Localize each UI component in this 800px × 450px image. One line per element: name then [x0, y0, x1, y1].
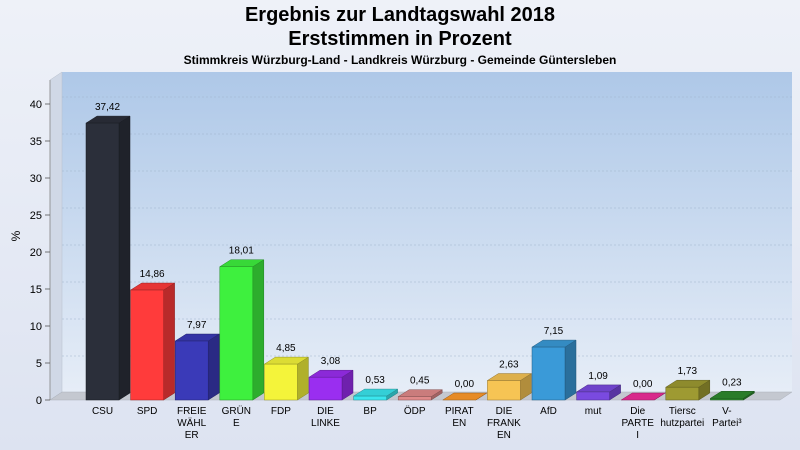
- y-tick-label: 5: [36, 358, 42, 370]
- x-tick-label: DIE: [317, 406, 334, 417]
- x-tick-label: EN: [497, 430, 511, 441]
- x-tick-label: WÄHL: [177, 417, 206, 429]
- x-tick-label: PIRAT: [445, 406, 474, 417]
- data-label: 4,85: [276, 343, 296, 354]
- bar-side: [564, 339, 577, 401]
- bar: [531, 339, 577, 401]
- bar-top: [620, 392, 667, 401]
- chart-subtitle: Stimmkreis Würzburg-Land - Landkreis Wür…: [183, 53, 617, 67]
- y-tick-label: 40: [30, 99, 42, 111]
- chart-title: Ergebnis zur Landtagswahl 2018: [244, 4, 556, 26]
- bar: [263, 356, 310, 401]
- x-tick-label: Tiersc: [669, 406, 696, 417]
- bar-front: [665, 386, 700, 401]
- data-label: 7,15: [544, 326, 564, 337]
- data-label: 0,53: [365, 375, 385, 386]
- x-tick-label: mut: [585, 406, 602, 417]
- bar: [308, 369, 354, 401]
- bar-front: [174, 340, 209, 401]
- x-tick-label: PARTE: [621, 418, 654, 429]
- y-tick-label: 25: [30, 210, 42, 222]
- y-tick-label: 15: [30, 284, 42, 296]
- x-tick-label: EN: [452, 418, 466, 429]
- bar-side: [297, 356, 309, 401]
- x-tick-label: E: [233, 418, 240, 429]
- x-tick-label: LINKE: [311, 418, 340, 429]
- x-tick-label: FREIE: [177, 406, 207, 417]
- data-label: 37,42: [95, 102, 120, 113]
- data-label: 0,23: [722, 377, 742, 388]
- bar-front: [576, 391, 610, 401]
- bar-front: [219, 266, 254, 401]
- y-axis-label: %: [9, 230, 23, 241]
- data-label: 0,45: [410, 376, 430, 387]
- bar: [129, 282, 176, 401]
- bar-front: [130, 289, 164, 401]
- bar: [486, 373, 533, 401]
- bar-front: [487, 380, 521, 401]
- bar: [664, 379, 711, 401]
- data-label: 18,01: [229, 246, 254, 257]
- bar-front: [710, 398, 744, 401]
- bar: [575, 384, 622, 401]
- x-tick-label: CSU: [92, 406, 113, 417]
- bar-side: [252, 259, 265, 401]
- x-tick-label: Partei³: [712, 418, 742, 429]
- chart-title-line2: Erststimmen in Prozent: [288, 28, 512, 50]
- bar-front: [308, 376, 343, 401]
- bar-front: [397, 396, 432, 401]
- x-tick-label: FDP: [271, 406, 291, 417]
- bar: [709, 390, 756, 401]
- data-label: 14,86: [140, 269, 165, 280]
- x-tick-label: AfD: [540, 406, 557, 417]
- x-tick-label: GRÜN: [222, 405, 251, 417]
- x-tick-label: Die: [630, 406, 645, 417]
- bar-front: [531, 346, 566, 401]
- x-tick-label: ER: [185, 430, 199, 441]
- bar-side: [207, 333, 220, 401]
- x-tick-label: DIE: [496, 406, 513, 417]
- bar-front: [85, 122, 120, 401]
- data-label: 0,00: [633, 379, 653, 390]
- bar: [85, 115, 131, 401]
- bar: [352, 388, 399, 401]
- x-tick-label: ÖDP: [404, 405, 426, 417]
- bar-side: [118, 115, 131, 401]
- bar-front: [353, 395, 387, 401]
- data-label: 3,08: [321, 356, 341, 367]
- bar-top: [441, 392, 488, 401]
- data-label: 2,63: [499, 360, 519, 371]
- data-label: 7,97: [187, 320, 207, 331]
- x-tick-label: SPD: [137, 406, 158, 417]
- plot-side-wall: [49, 71, 63, 401]
- y-tick-label: 0: [36, 395, 42, 407]
- x-tick-label: I: [636, 430, 639, 441]
- bar: [397, 389, 444, 401]
- data-label: 0,00: [455, 379, 475, 390]
- y-tick-label: 10: [30, 321, 42, 333]
- data-label: 1,09: [588, 371, 608, 382]
- x-tick-label: FRANK: [487, 418, 521, 429]
- data-label: 1,73: [678, 366, 698, 377]
- bar-front: [264, 363, 298, 401]
- x-tick-label: hutzpartei: [660, 418, 704, 429]
- bar-side: [163, 282, 175, 401]
- x-tick-label: BP: [363, 406, 377, 417]
- y-tick-label: 35: [30, 136, 42, 148]
- bar: [218, 259, 265, 401]
- y-tick-label: 20: [30, 247, 42, 259]
- bar: [441, 392, 488, 401]
- x-tick-label: V-: [722, 406, 731, 417]
- bar: [620, 392, 667, 401]
- y-tick-label: 30: [30, 173, 42, 185]
- bar: [174, 333, 221, 401]
